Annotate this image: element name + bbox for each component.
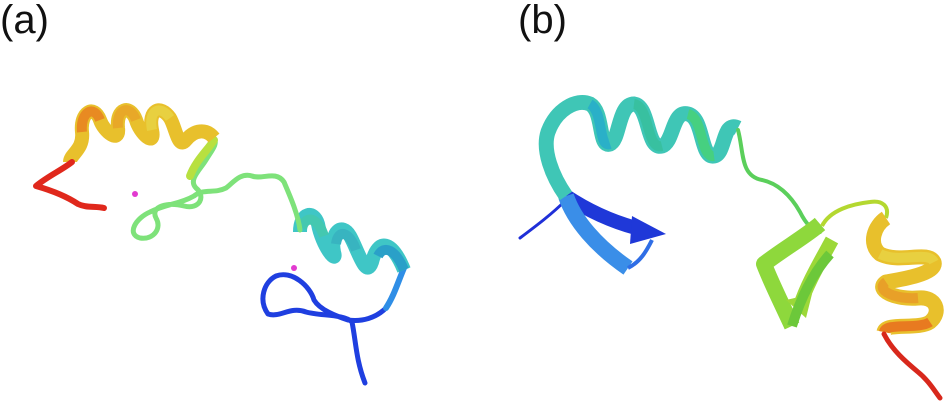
panel-label-a: (a) [0,0,49,42]
panel-a-green-loop [130,135,303,241]
panel-a-ion-1 [132,191,138,197]
panel-b-beta-hairpin-blue [558,190,666,275]
panel-b-green-loop [736,128,822,234]
panel-a-c-terminal-loop [33,159,107,211]
panel-a-ion-2 [291,265,297,271]
panel-a-helix-yellow-orange [63,103,220,164]
panel-b-beta-strands-lime [756,199,889,330]
panel-a-n-terminal-loop [260,272,389,386]
panel-b-helix-yellow-orange [866,211,944,337]
panel-a-helix-cyan [293,208,411,275]
panel-b-ribbon [518,95,944,401]
panel-a-lime-segment [186,136,218,180]
panel-b-n-terminus [518,198,568,240]
panel-a-ribbon [33,103,411,386]
panel-b-c-terminus [881,331,943,401]
panel-b-helix-cyan-green [538,95,742,201]
panel-a-blue-segment [383,265,407,311]
panel-label-b: (b) [518,0,567,42]
